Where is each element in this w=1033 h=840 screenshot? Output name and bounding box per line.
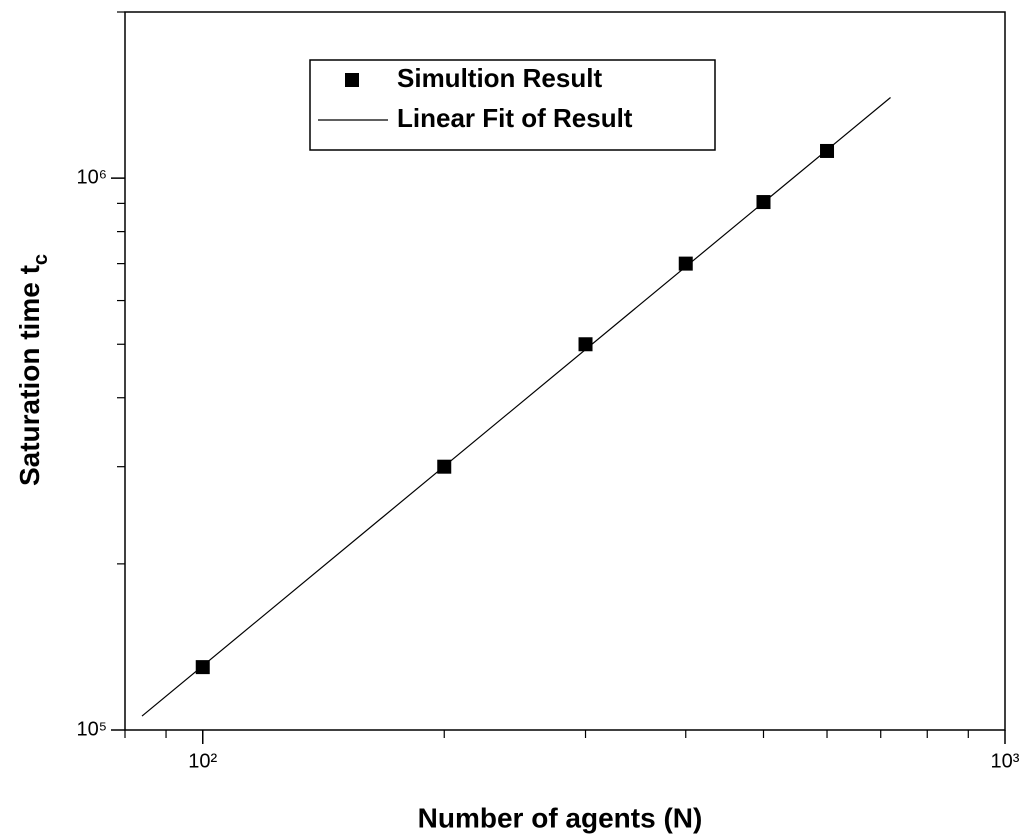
y-axis-title: Saturation time tc	[14, 254, 52, 486]
fit-line	[141, 97, 891, 717]
x-tick-label: 10²	[188, 750, 217, 772]
data-point	[678, 256, 693, 271]
x-axis-title: Number of agents (N)	[418, 802, 703, 833]
y-tick-label: 10⁵	[76, 718, 107, 740]
y-axis-title-subscript: c	[30, 254, 52, 265]
legend-swatch	[345, 73, 359, 87]
legend-box	[309, 59, 716, 151]
legend-label: Linear Fit of Result	[397, 103, 633, 133]
data-point	[578, 337, 593, 352]
y-axis-title-text: Saturation time t	[14, 265, 45, 486]
legend-label: Simultion Result	[397, 63, 602, 93]
y-tick-label: 10⁶	[77, 166, 107, 188]
x-tick-label: 10³	[991, 750, 1020, 772]
plot-frame	[124, 11, 1006, 731]
